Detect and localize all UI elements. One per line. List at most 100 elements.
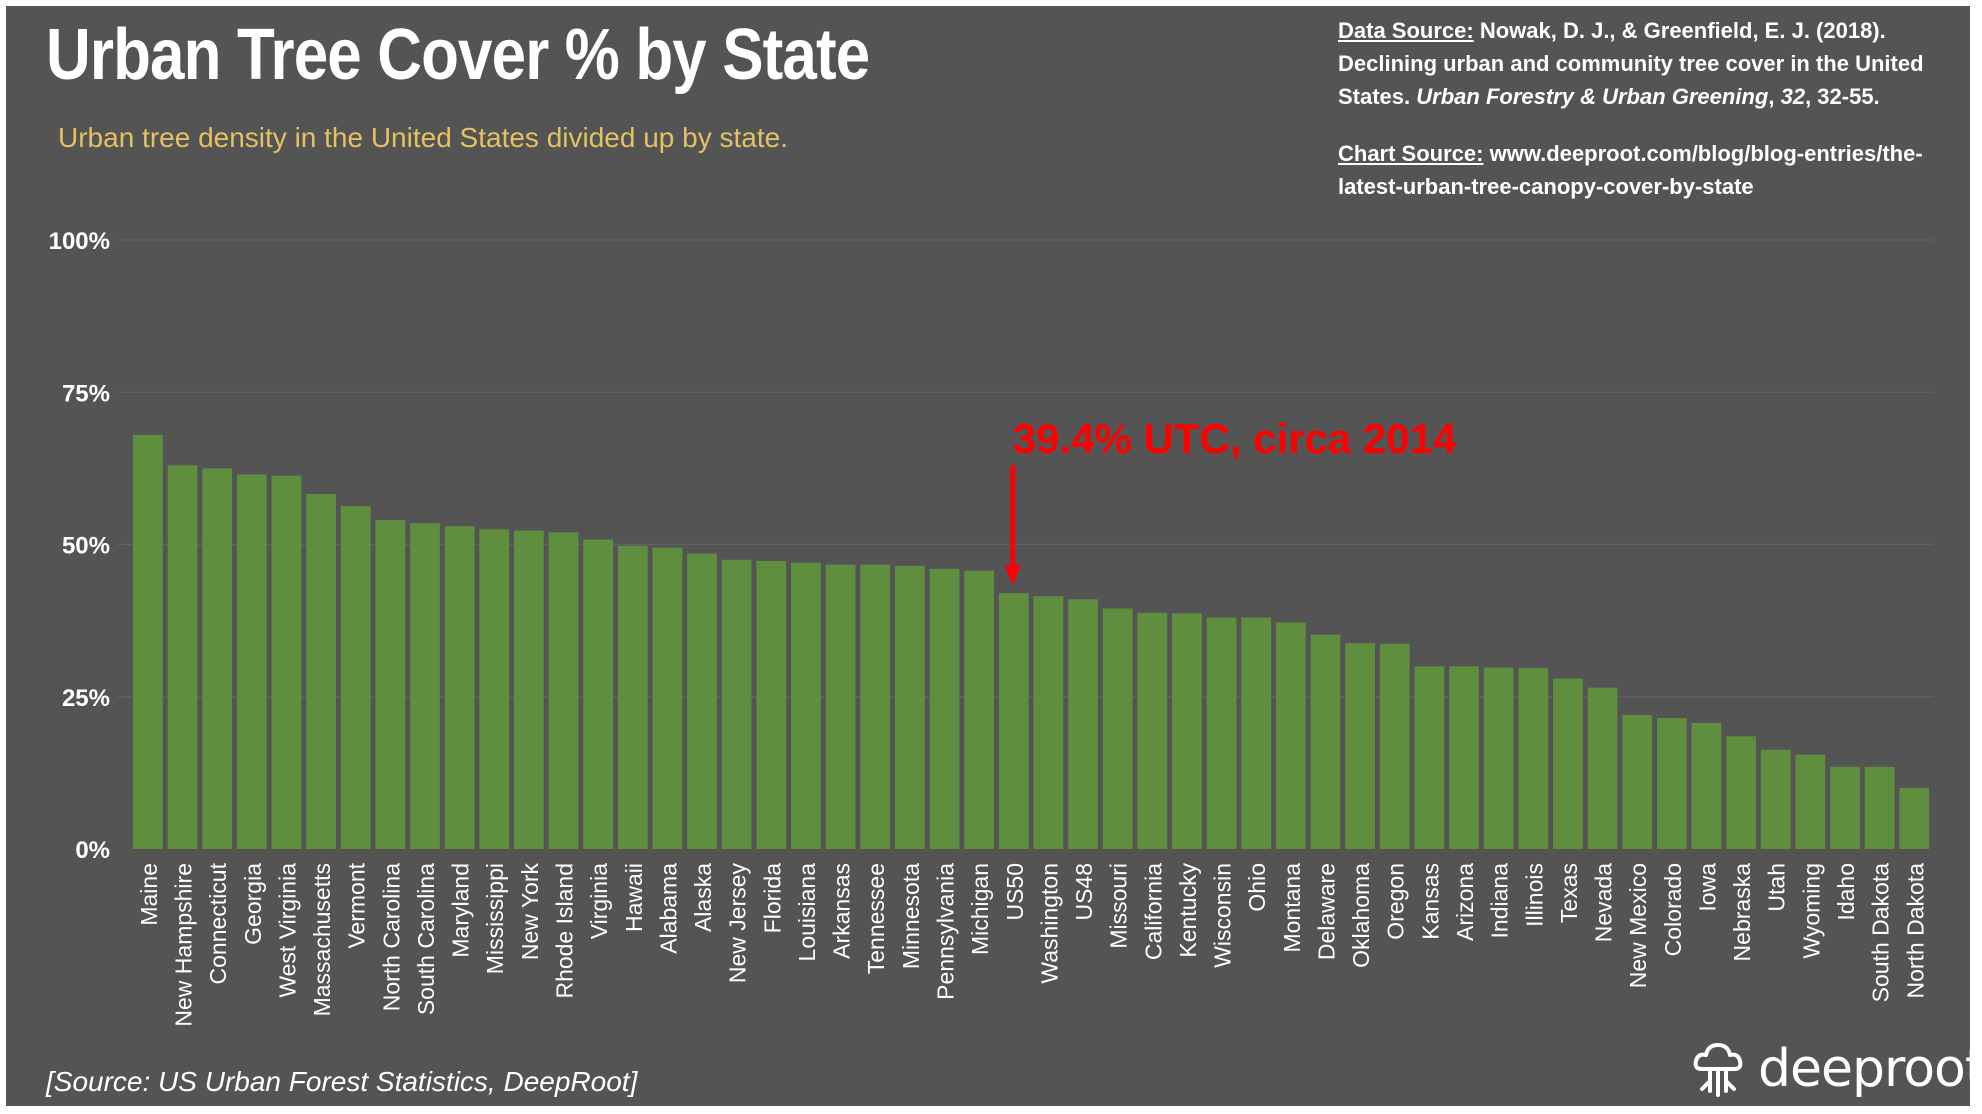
y-tick-label: 50% (62, 533, 110, 560)
bar (929, 568, 960, 849)
bar (1864, 766, 1895, 849)
bar (1137, 612, 1168, 849)
bar (1760, 749, 1791, 849)
x-tick-label: Louisiana (794, 863, 820, 962)
bar (1483, 667, 1514, 849)
x-tick-label: Delaware (1313, 863, 1339, 960)
bar (1275, 622, 1306, 849)
x-tick-label: Connecticut (205, 862, 231, 984)
x-tick-label: Illinois (1521, 863, 1547, 927)
data-source: Data Source: Nowak, D. J., & Greenfield,… (1338, 14, 1958, 113)
bar (410, 523, 440, 849)
x-tick-label: Missouri (1106, 863, 1132, 949)
bar (513, 530, 544, 849)
x-tick-label: Utah (1764, 863, 1790, 912)
x-tick-label: Michigan (967, 863, 993, 955)
bar (721, 559, 752, 849)
x-tick-label: Nevada (1591, 863, 1617, 942)
x-tick-label: Oregon (1383, 863, 1409, 940)
bar (306, 493, 336, 849)
x-tick-label: New Hampshire (171, 863, 197, 1027)
x-tick-label: Georgia (240, 863, 266, 945)
bar (756, 560, 787, 849)
x-tick-label: Montana (1279, 863, 1305, 953)
bar (687, 553, 717, 849)
x-tick-label: Oklahoma (1348, 863, 1374, 968)
x-tick-label: Kansas (1417, 863, 1443, 940)
x-tick-label: Pennsylvania (932, 863, 958, 1000)
x-tick-label: Iowa (1694, 863, 1720, 912)
bar (133, 434, 163, 849)
annotation-text: 39.4% UTC, circa 2014 (1013, 415, 1457, 462)
chart-source: Chart Source: www.deeproot.com/blog/blog… (1338, 137, 1958, 203)
x-tick-label: US50 (1002, 863, 1028, 921)
x-tick-label: Maine (136, 863, 162, 926)
y-tick-label: 25% (62, 685, 110, 712)
bar (825, 564, 856, 849)
bar (998, 593, 1029, 849)
bar (444, 526, 475, 849)
bar (1033, 596, 1064, 849)
data-source-journal: Urban Forestry & Urban Greening (1416, 84, 1769, 109)
x-tick-label: New Jersey (725, 863, 751, 984)
x-tick-label: Arkansas (829, 863, 855, 959)
y-tick-label: 0% (75, 837, 110, 864)
x-tick-label: Hawaii (621, 863, 647, 932)
bar (1726, 736, 1756, 849)
bar (375, 520, 406, 849)
footer-source: [Source: US Urban Forest Statistics, Dee… (46, 1066, 638, 1097)
bar (236, 474, 267, 849)
x-tick-label: Nebraska (1729, 863, 1755, 962)
data-source-sep: , (1768, 84, 1781, 109)
bar (1691, 722, 1722, 849)
bar (1241, 617, 1272, 849)
bar (479, 529, 510, 849)
bar (652, 547, 683, 849)
x-tick-label: Ohio (1244, 863, 1270, 912)
x-tick-label: Virginia (586, 863, 612, 939)
bar (860, 564, 891, 849)
data-source-text: Nowak, D. J., & Greenfield, E. J. (2018)… (1338, 18, 1924, 109)
bar (894, 565, 925, 849)
chart-subtitle: Urban tree density in the United States … (58, 122, 788, 153)
logo-text: deeproot (1758, 1039, 1982, 1099)
bar (617, 545, 648, 849)
bar (1553, 678, 1583, 849)
x-tick-label: West Virginia (274, 863, 300, 998)
x-tick-label: Rhode Island (552, 863, 578, 999)
x-tick-label: Colorado (1660, 863, 1686, 956)
bar (1518, 668, 1549, 849)
x-tick-label: Kentucky (1175, 863, 1201, 958)
bar (1656, 718, 1687, 849)
bar (1310, 634, 1341, 849)
x-tick-label: Alabama (655, 863, 681, 954)
x-tick-label: New York (517, 863, 543, 961)
y-tick-label: 100% (49, 228, 110, 255)
x-tick-label: US48 (1071, 863, 1097, 921)
bar (1172, 613, 1202, 849)
x-tick-label: South Dakota (1868, 863, 1894, 1003)
chart-source-url: www.deeproot.com/blog/blog-entries/the-l… (1338, 141, 1923, 199)
x-tick-label: Idaho (1833, 863, 1859, 921)
bar (1830, 766, 1860, 849)
bar (1622, 715, 1653, 849)
bar (1414, 666, 1445, 849)
bar (1379, 643, 1410, 849)
tree-icon (1693, 1043, 1743, 1097)
bar (1587, 687, 1618, 849)
annotation-arrow-head (1004, 565, 1021, 586)
x-tick-label: Wyoming (1798, 863, 1824, 959)
data-source-label: Data Source: (1338, 18, 1474, 43)
y-tick-label: 75% (62, 380, 110, 407)
bar (1795, 754, 1826, 849)
bar (964, 570, 995, 849)
deeproot-logo: deeproot (1688, 1038, 1982, 1100)
bar (583, 539, 614, 849)
x-tick-label: Arizona (1452, 863, 1478, 941)
x-tick-label: California (1140, 863, 1166, 960)
bar (1449, 666, 1479, 849)
bar (548, 532, 579, 849)
bar (1206, 617, 1237, 849)
x-tick-label: Indiana (1487, 863, 1513, 939)
